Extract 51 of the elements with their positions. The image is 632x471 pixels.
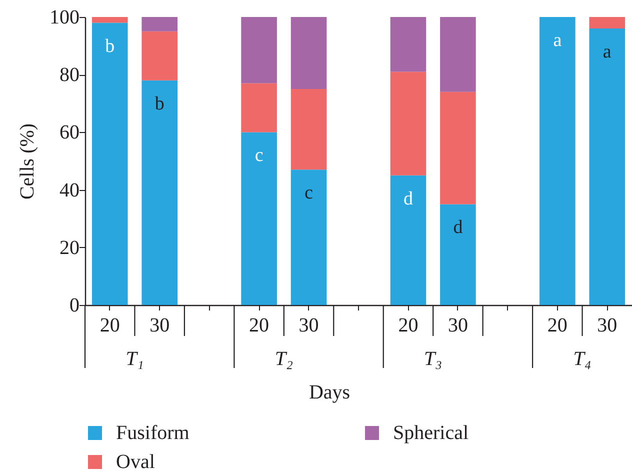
bar (440, 204, 476, 305)
y-axis-title: Cells (%) (16, 123, 38, 200)
bar (290, 170, 327, 305)
bar (241, 132, 277, 305)
y-tick-label: 60 (60, 122, 80, 144)
annotation: c (254, 145, 264, 166)
y-tick-label: 20 (60, 236, 80, 259)
bar (390, 72, 426, 176)
bar (241, 83, 277, 132)
x-tick-label: 20 (547, 314, 568, 336)
bar (290, 17, 327, 89)
y-tick-label: 80 (60, 64, 80, 86)
x-tick-label: 30 (448, 314, 468, 336)
x-tick-label: 20 (398, 314, 418, 336)
bar (440, 92, 476, 204)
annotation: d (403, 188, 414, 210)
x-tick-label: 20 (100, 314, 120, 336)
text: T₁ (126, 348, 144, 370)
x-tick-label: 30 (150, 314, 170, 336)
bar (92, 22, 128, 305)
bar (241, 17, 277, 84)
bar (589, 28, 626, 305)
bar (290, 89, 327, 170)
text: T₂ (274, 348, 293, 370)
y-tick-label: 40 (60, 179, 80, 202)
y-tick-label: 100 (50, 6, 80, 28)
text: T₃ (424, 348, 442, 370)
bar (92, 17, 128, 23)
bar (540, 17, 576, 305)
legend-label: Fusiform (116, 422, 190, 444)
annotation: b (154, 93, 164, 114)
y-tick-label: 0 (70, 294, 80, 316)
bar (390, 17, 426, 72)
legend-label: Oval (116, 451, 156, 471)
bar (440, 17, 476, 92)
x-tick-label: 30 (298, 314, 319, 336)
bar (589, 17, 626, 29)
annotation: d (453, 217, 464, 238)
bar (142, 80, 178, 305)
x-axis-title: Days (308, 382, 350, 404)
annotation: c (304, 182, 313, 204)
bar (142, 31, 178, 80)
legend-label: Spherical (393, 422, 469, 444)
annotation: a (602, 42, 612, 63)
x-tick-label: 20 (249, 314, 270, 336)
text: T₄ (573, 348, 592, 370)
annotation: a (553, 30, 562, 51)
bar (142, 17, 178, 32)
bar (390, 175, 426, 305)
x-tick-label: 30 (597, 314, 618, 336)
annotation: b (105, 36, 115, 57)
